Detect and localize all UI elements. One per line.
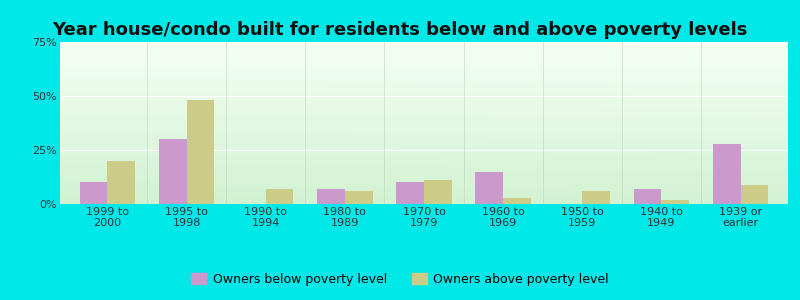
Bar xyxy=(345,191,373,204)
Bar xyxy=(713,143,741,204)
Bar xyxy=(396,182,424,204)
Bar xyxy=(662,200,689,204)
Bar xyxy=(159,139,186,204)
Bar xyxy=(107,161,135,204)
Bar xyxy=(582,191,610,204)
Bar xyxy=(503,197,531,204)
Bar xyxy=(80,182,107,204)
Bar xyxy=(266,189,294,204)
Bar xyxy=(186,100,214,204)
Bar xyxy=(317,189,345,204)
Bar xyxy=(741,184,768,204)
Text: Year house/condo built for residents below and above poverty levels: Year house/condo built for residents bel… xyxy=(52,21,748,39)
Legend: Owners below poverty level, Owners above poverty level: Owners below poverty level, Owners above… xyxy=(186,268,614,291)
Bar xyxy=(424,180,452,204)
Bar xyxy=(634,189,662,204)
Bar xyxy=(475,172,503,204)
